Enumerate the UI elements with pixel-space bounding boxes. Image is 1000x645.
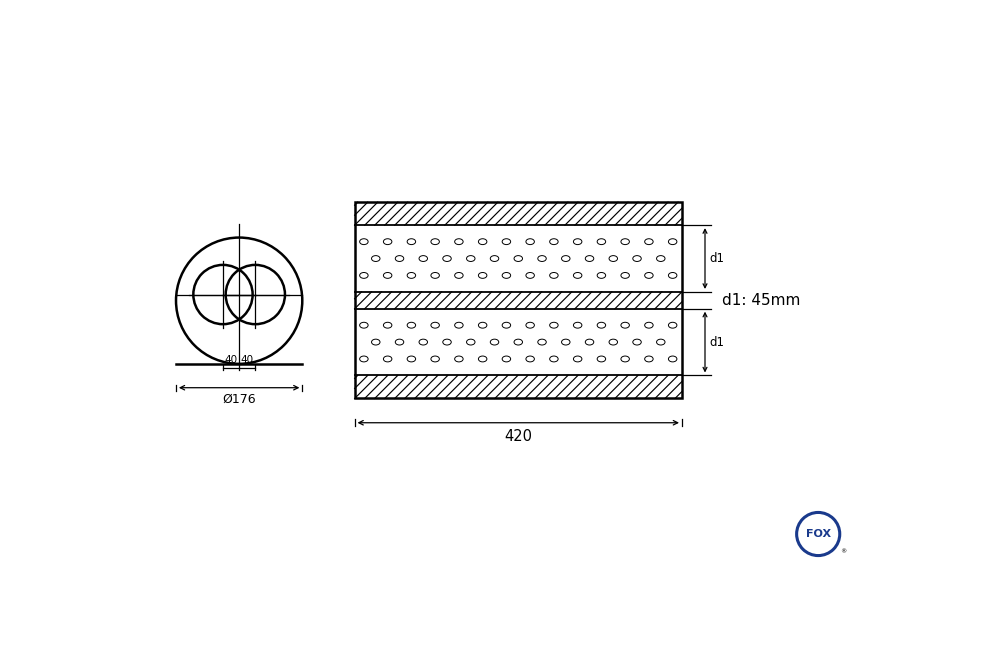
Text: FOX: FOX <box>806 529 831 539</box>
Text: Ø176: Ø176 <box>222 393 256 406</box>
Text: ®: ® <box>841 549 847 554</box>
Circle shape <box>797 512 840 555</box>
Text: d1: 45mm: d1: 45mm <box>722 293 800 308</box>
Text: 420: 420 <box>504 430 532 444</box>
Text: 40: 40 <box>241 355 254 364</box>
Text: 40: 40 <box>225 355 238 364</box>
Text: d1: d1 <box>710 335 725 348</box>
Text: d1: d1 <box>710 252 725 265</box>
Bar <box>355 202 682 399</box>
